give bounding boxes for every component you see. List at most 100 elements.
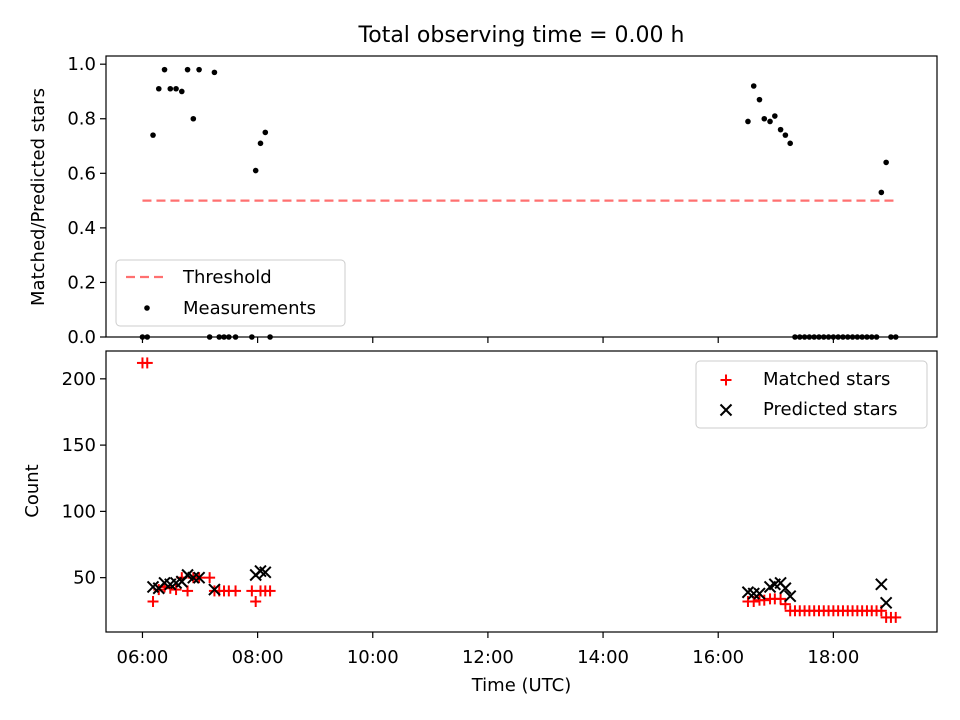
measurement-point xyxy=(196,66,202,73)
ratio-plot-frame xyxy=(105,55,938,338)
legend-measurements-swatch xyxy=(144,305,150,311)
ratio-y-axis-label: Matched/Predicted stars xyxy=(28,88,49,306)
count-y-tick-label: 150 xyxy=(62,435,96,456)
predicted-star-marker-b xyxy=(187,571,200,584)
predicted-star-marker-b xyxy=(879,596,893,610)
predicted-star-marker-b xyxy=(208,583,221,596)
measurement-point xyxy=(184,66,191,73)
matched-star-marker xyxy=(182,585,194,597)
matched-star-marker xyxy=(250,596,262,608)
ratio-y-tick-label: 0.2 xyxy=(67,272,96,293)
predicted-star-marker-b xyxy=(181,568,194,582)
predicted-star-marker xyxy=(208,583,221,596)
matched-star-marker xyxy=(758,594,770,606)
predicted-star-markers xyxy=(146,564,893,610)
ratio-y-tick-label: 0.4 xyxy=(67,218,96,239)
matched-star-marker xyxy=(748,596,760,608)
matched-star-marker xyxy=(204,572,216,584)
count-y-ticks: 50 100 150 200 xyxy=(62,369,106,589)
count-legend: Matched stars Predicted stars xyxy=(695,360,928,429)
legend-predicted-label: Predicted stars xyxy=(763,399,897,420)
legend-predicted-swatch xyxy=(719,403,733,417)
predicted-star-marker xyxy=(259,566,272,579)
measurement-point xyxy=(190,115,197,122)
measurement-point xyxy=(211,69,218,76)
matched-star-marker xyxy=(890,611,902,623)
predicted-star-marker xyxy=(747,587,760,600)
count-x-tick-label: 10:00 xyxy=(347,647,399,668)
measurement-point xyxy=(878,189,885,196)
count-y-tick-label: 200 xyxy=(62,369,96,390)
measurement-point xyxy=(173,85,179,92)
matched-star-marker xyxy=(147,596,159,608)
ratio-y-ticks: 0.0 0.2 0.4 0.6 0.8 1.0 xyxy=(67,54,106,348)
matched-star-marker xyxy=(170,584,182,596)
predicted-star-marker-b xyxy=(259,566,272,579)
ratio-y-tick-label: 1.0 xyxy=(67,54,96,75)
legend-matched-label: Matched stars xyxy=(763,369,890,390)
measurement-point xyxy=(750,83,757,89)
count-plot-frame xyxy=(105,350,938,633)
matched-star-marker xyxy=(230,585,242,597)
predicted-star-marker-b xyxy=(875,578,888,591)
ratio-y-tick-label: 0.0 xyxy=(67,327,96,348)
legend-predicted-cross xyxy=(719,403,733,417)
legend-predicted-cross-b xyxy=(719,403,733,417)
count-x-tick-label: 12:00 xyxy=(462,647,514,668)
ratio-legend: Threshold Measurements xyxy=(115,259,346,327)
predicted-star-marker xyxy=(783,590,797,603)
measurement-point xyxy=(883,159,889,166)
x-axis-label: Time (UTC) xyxy=(471,675,572,696)
count-panel: 50 100 150 200 06:00 08:00 10:00 12:00 14:00 16:… xyxy=(22,350,938,696)
chart-title: Total observing time = 0.00 h xyxy=(358,23,685,48)
ratio-y-tick-label: 0.6 xyxy=(67,163,96,184)
measurement-point xyxy=(179,88,185,95)
predicted-star-marker xyxy=(187,571,200,584)
count-x-tick-label: 16:00 xyxy=(692,647,744,668)
measurement-point xyxy=(761,115,768,122)
measurement-point xyxy=(257,140,264,147)
legend-threshold-label: Threshold xyxy=(182,267,272,288)
count-x-ticks: 06:00 08:00 10:00 12:00 14:00 16:00 18:00 xyxy=(117,632,859,668)
measurement-point xyxy=(782,132,789,138)
measurement-point xyxy=(161,66,168,73)
predicted-star-marker-b xyxy=(192,571,206,584)
predicted-star-marker xyxy=(879,596,893,610)
measurement-point xyxy=(756,96,763,103)
matched-star-markers xyxy=(136,357,902,623)
count-legend-box xyxy=(695,360,928,429)
predicted-star-marker-b xyxy=(158,576,171,590)
predicted-star-marker xyxy=(192,571,206,584)
measurement-point xyxy=(745,118,751,125)
ratio-legend-box xyxy=(115,259,346,327)
predicted-star-marker-b xyxy=(779,582,792,595)
legend-measurements-label: Measurements xyxy=(183,298,316,319)
measurement-point xyxy=(777,126,784,133)
measurement-point xyxy=(150,132,156,138)
measurement-point xyxy=(787,140,793,147)
measurement-point xyxy=(155,85,162,92)
count-x-tick-label: 18:00 xyxy=(807,647,859,668)
predicted-star-marker-b xyxy=(741,586,755,599)
legend-matched-plus xyxy=(720,374,732,386)
matched-star-marker xyxy=(775,593,787,605)
predicted-star-marker xyxy=(779,582,792,595)
predicted-star-marker xyxy=(753,587,766,600)
predicted-star-marker-b xyxy=(146,580,160,594)
matched-star-marker xyxy=(264,585,276,597)
count-x-tick-label: 14:00 xyxy=(577,647,629,668)
predicted-star-marker-b xyxy=(753,587,766,600)
count-y-tick-label: 50 xyxy=(73,568,96,589)
ratio-panel: 0.0 0.2 0.4 0.6 0.8 1.0 Matched/Predicted sta… xyxy=(28,54,938,348)
count-y-tick-label: 100 xyxy=(62,501,96,522)
predicted-star-marker-b xyxy=(254,564,267,578)
predicted-star-marker-b xyxy=(783,590,797,603)
count-x-tick-label: 06:00 xyxy=(117,647,169,668)
measurement-point xyxy=(167,85,174,92)
legend-matched-swatch xyxy=(720,374,732,386)
ratio-y-tick-label: 0.8 xyxy=(67,109,96,130)
measurement-point xyxy=(252,167,259,174)
matched-star-marker xyxy=(141,357,153,369)
count-x-tick-label: 08:00 xyxy=(232,647,284,668)
